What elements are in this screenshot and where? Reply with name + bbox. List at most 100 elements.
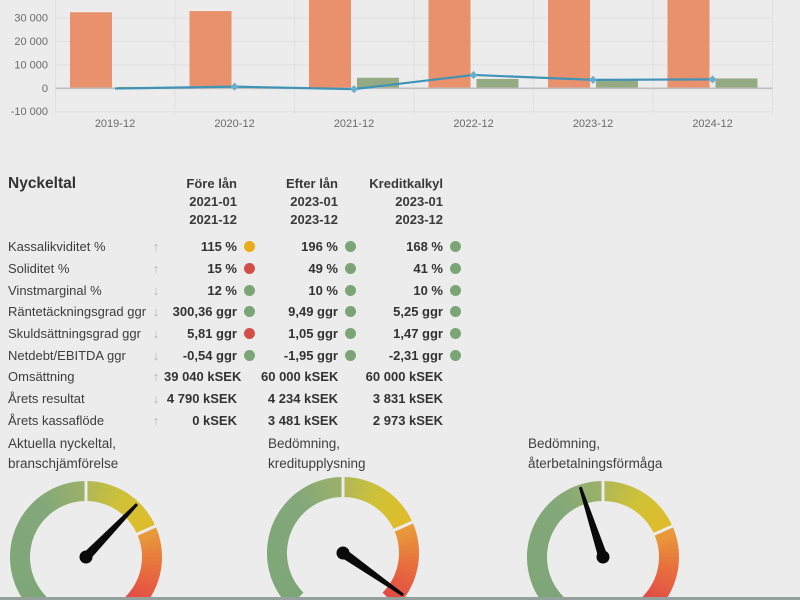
gauge-needle-hub [596,550,610,564]
kpi-value: 10 % [413,282,443,298]
column-period-to: 2021-12 [189,212,237,227]
x-axis-label: 2021-12 [334,118,374,130]
trend-up-icon: ↑ [152,261,160,277]
trend-up-icon: ↑ [152,239,160,255]
table-row: Räntetäckningsgrad ggr ↓ 300,36 ggr 9,49 gg… [8,301,467,323]
status-dot-green [243,349,255,361]
omsattning-bars-bar [428,0,471,89]
column-period-from: 2023-01 [290,194,338,209]
kpi-value: 4 234 kSEK [267,391,338,407]
kpi-value: -0,54 ggr [182,347,237,363]
kpi-value: 15 % [207,261,237,277]
omsattning-bars-bar [548,0,590,89]
table-title: Nyckeltal [8,175,77,192]
status-dot-green [449,284,461,296]
gauge-title-kreditupplysning: Bedömning, kreditupplysning [268,434,366,474]
gauge-aterbetalningsformaga [527,479,679,600]
table-row: Soliditet % ↑ 15 % 49 % 41 % [8,258,467,280]
kpi-table-header: Nyckeltal Före lån 2021-01 2021-12 Efter… [8,175,467,229]
status-dot-red [243,328,255,340]
trend-down-icon: ↓ [152,282,160,298]
kpi-value: 49 % [308,261,338,277]
kpi-value: 41 % [413,261,443,277]
gauge-title-line2: återbetalningsförmåga [528,456,663,471]
status-dot-green [449,349,461,361]
status-dot-red [243,263,255,275]
column-period-to: 2023-12 [290,212,338,227]
kpi-label: Årets kassaflöde [8,412,105,428]
table-row: Netdebt/EBITDA ggr ↓ -0,54 ggr -1,95 ggr -2,… [8,344,467,366]
line-marker [469,70,478,79]
status-dot-green [344,263,356,275]
column-label: Efter lån [285,176,338,191]
x-axis-label: 2024-12 [692,118,732,130]
status-dot-yellow [243,241,255,253]
trend-up-icon: ↑ [152,412,160,428]
kpi-label: Netdebt/EBITDA ggr [8,347,126,363]
kpi-label: Räntetäckningsgrad ggr [8,304,147,320]
y-axis-tick: 10 000 [14,59,48,71]
footer-strip [0,597,800,600]
kpi-value: 39 040 kSEK [164,369,242,385]
kpi-value: 0 kSEK [192,412,237,428]
kpi-value: 1,47 ggr [393,326,443,342]
omsattning-bars-bar [309,0,351,89]
kpi-label: Skuldsättningsgrad ggr [8,326,141,342]
y-axis-tick: 20 000 [14,36,48,48]
x-axis-label: 2019-12 [95,118,135,130]
kpi-value: 9,49 ggr [288,304,338,320]
kpi-label: Soliditet % [8,261,70,277]
table-row: Vinstmarginal % ↓ 12 % 10 % 10 % [8,279,467,301]
x-axis-label: 2023-12 [573,118,613,130]
arets-resultat-bars-bar [476,78,519,89]
y-axis-tick: 0 [42,83,48,95]
column-period-from: 2021-01 [189,194,237,209]
kpi-value: 4 790 kSEK [166,391,237,407]
kpi-value: 168 % [406,239,443,255]
kpi-value: 5,25 ggr [393,304,443,320]
kpi-label: Omsättning [8,369,75,385]
omsattning-bars-bar [70,12,112,89]
y-axis-tick: -10 000 [11,106,48,118]
gauge-needle-hub [336,546,350,560]
kpi-value: 10 % [308,282,338,298]
gauge-title-line2: branschjämförelse [8,456,119,471]
gauge-needle [82,503,138,561]
column-header-kreditkalkyl: Kreditkalkyl 2023-01 2023-12 [362,175,443,229]
gauge-title-branschjamforelse: Aktuella nyckeltal, branschjämförelse [8,434,118,474]
column-label: Före lån [186,176,237,191]
column-header-fore-lan: Före lån 2021-01 2021-12 [164,175,237,229]
status-dot-green [344,306,356,318]
kpi-value: 2 973 kSEK [372,412,443,428]
kpi-label: Årets resultat [8,391,85,407]
column-label: Kreditkalkyl [369,176,443,191]
arets-resultat-bars-bar [357,77,399,89]
status-dot-green [344,284,356,296]
gauge-title-aterbetalningsformaga: Bedömning, återbetalningsförmåga [528,434,662,474]
column-period-from: 2023-01 [395,194,443,209]
kpi-table: Nyckeltal Före lån 2021-01 2021-12 Efter… [8,175,467,431]
line-marker [230,82,239,91]
status-dot-green [243,284,255,296]
kpi-rows: Kassalikviditet % ↑ 115 % 196 % 168 % Solidit… [8,236,467,431]
trend-down-icon: ↓ [152,304,160,320]
x-axis-label: 2020-12 [214,118,254,130]
line-marker [589,75,597,84]
gauge-title-line1: Bedömning, [528,436,601,451]
kpi-label: Kassalikviditet % [8,239,106,255]
status-dot-green [449,241,461,253]
gauge-title-line1: Aktuella nyckeltal, [8,436,117,451]
y-axis-tick: 40 000 [14,0,48,1]
kpi-value: 300,36 ggr [172,304,237,320]
y-axis-tick: 30 000 [14,13,48,25]
status-dot-green [344,349,356,361]
gauge-branschjamforelse [9,479,163,600]
status-dot-green [449,328,461,340]
gauge-title-line1: Bedömning, [268,436,341,451]
kpi-value: -1,95 ggr [283,347,338,363]
trend-down-icon: ↓ [152,391,160,407]
kpi-value: 1,05 ggr [288,326,338,342]
status-dot-green [449,306,461,318]
table-row: Årets kassaflöde ↑ 0 kSEK 3 481 kSEK 2 973 k… [8,410,467,432]
status-dot-green [243,306,255,318]
